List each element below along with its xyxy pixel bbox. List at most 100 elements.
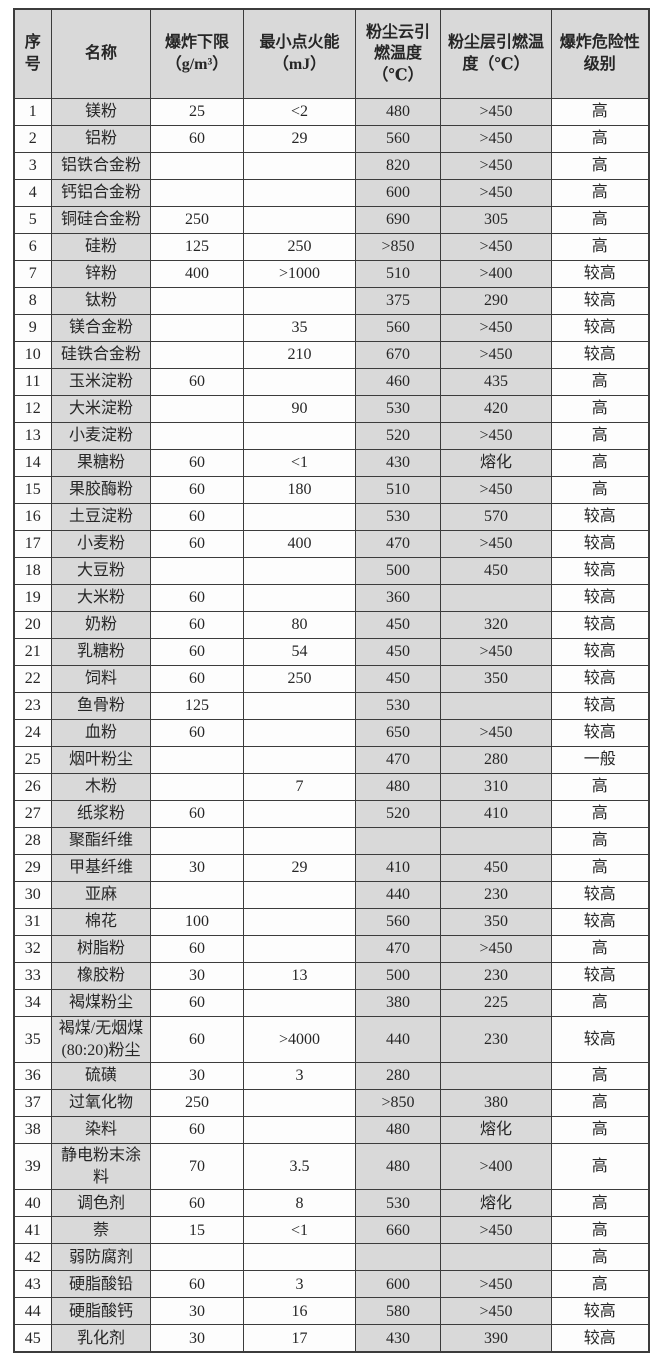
table-row: 44 硬脂酸钙 30 16 580 >450 较高	[13, 1297, 649, 1326]
cell-min-ignition-energy: <2	[243, 98, 356, 126]
table-row: 10 硅铁合金粉 210 670 >450 较高	[13, 341, 649, 369]
cell-explosion-risk-level: 高	[551, 773, 649, 801]
cell-serial-number: 32	[13, 935, 52, 963]
cell-name: 大豆粉	[51, 557, 151, 585]
cell-name: 染料	[51, 1116, 151, 1145]
table-row: 30 亚麻 440 230 较高	[13, 881, 649, 909]
table-row: 32 树脂粉 60 470 >450 高	[13, 935, 649, 963]
cell-dust-layer-ignition-temp: >450	[440, 314, 552, 342]
table-row: 39 静电粉末涂料 70 3.5 480 >400 高	[13, 1143, 649, 1191]
cell-min-ignition-energy: 3	[243, 1270, 356, 1299]
cell-explosion-lower-limit: 60	[150, 719, 244, 747]
cell-name: 硬脂酸钙	[51, 1297, 151, 1326]
cell-dust-cloud-ignition-temp: 660	[355, 1216, 441, 1245]
cell-serial-number: 21	[13, 638, 52, 666]
cell-dust-layer-ignition-temp: 350	[440, 908, 552, 936]
cell-explosion-risk-level: 一般	[551, 746, 649, 774]
cell-dust-layer-ignition-temp: 225	[440, 989, 552, 1017]
cell-explosion-lower-limit	[150, 341, 244, 369]
cell-min-ignition-energy: 7	[243, 773, 356, 801]
cell-explosion-risk-level: 较高	[551, 1297, 649, 1326]
cell-serial-number: 5	[13, 206, 52, 234]
cell-min-ignition-energy: 54	[243, 638, 356, 666]
header-explosion-lower-limit: 爆炸下限（g/m³）	[150, 8, 244, 99]
cell-name: 烟叶粉尘	[51, 746, 151, 774]
cell-explosion-lower-limit: 60	[150, 1015, 244, 1064]
cell-serial-number: 39	[13, 1143, 52, 1191]
cell-name: 果糖粉	[51, 449, 151, 477]
cell-explosion-risk-level: 较高	[551, 692, 649, 720]
cell-min-ignition-energy	[243, 719, 356, 747]
cell-dust-layer-ignition-temp: 380	[440, 1089, 552, 1118]
cell-serial-number: 3	[13, 152, 52, 180]
cell-min-ignition-energy: 210	[243, 341, 356, 369]
cell-explosion-risk-level: 高	[551, 854, 649, 882]
table-row: 37 过氧化物 250 >850 380 高	[13, 1089, 649, 1118]
cell-dust-cloud-ignition-temp: >850	[355, 233, 441, 261]
cell-name: 过氧化物	[51, 1089, 151, 1118]
cell-explosion-lower-limit: 60	[150, 1270, 244, 1299]
cell-min-ignition-energy	[243, 908, 356, 936]
cell-explosion-risk-level: 高	[551, 449, 649, 477]
table-row: 42 弱防腐剂 高	[13, 1243, 649, 1272]
cell-min-ignition-energy	[243, 503, 356, 531]
cell-serial-number: 41	[13, 1216, 52, 1245]
cell-dust-cloud-ignition-temp: 460	[355, 368, 441, 396]
cell-dust-cloud-ignition-temp: 650	[355, 719, 441, 747]
cell-dust-layer-ignition-temp: >450	[440, 233, 552, 261]
cell-name: 硅粉	[51, 233, 151, 261]
cell-explosion-lower-limit	[150, 179, 244, 207]
cell-explosion-risk-level: 高	[551, 1116, 649, 1145]
cell-explosion-lower-limit	[150, 395, 244, 423]
cell-explosion-risk-level: 高	[551, 827, 649, 855]
cell-explosion-risk-level: 高	[551, 395, 649, 423]
cell-dust-cloud-ignition-temp: 530	[355, 1189, 441, 1218]
cell-dust-layer-ignition-temp	[440, 1243, 552, 1272]
table-row: 19 大米粉 60 360 较高	[13, 584, 649, 612]
cell-min-ignition-energy: 90	[243, 395, 356, 423]
cell-serial-number: 24	[13, 719, 52, 747]
cell-name: 硅铁合金粉	[51, 341, 151, 369]
table-row: 13 小麦淀粉 520 >450 高	[13, 422, 649, 450]
cell-min-ignition-energy: 16	[243, 1297, 356, 1326]
cell-name: 钙铝合金粉	[51, 179, 151, 207]
cell-min-ignition-energy: 8	[243, 1189, 356, 1218]
cell-dust-layer-ignition-temp: 350	[440, 665, 552, 693]
cell-name: 镁合金粉	[51, 314, 151, 342]
table-body: 1 镁粉 25 <2 480 >450 高 2 铝粉 60 29 560 >450 高 3 铝铁合金粉 820 >…	[13, 98, 649, 1353]
cell-serial-number: 17	[13, 530, 52, 558]
cell-name: 奶粉	[51, 611, 151, 639]
cell-explosion-lower-limit: 250	[150, 206, 244, 234]
cell-explosion-risk-level: 较高	[551, 557, 649, 585]
cell-min-ignition-energy: 17	[243, 1324, 356, 1353]
cell-name: 橡胶粉	[51, 962, 151, 990]
cell-serial-number: 33	[13, 962, 52, 990]
cell-serial-number: 42	[13, 1243, 52, 1272]
cell-explosion-lower-limit: 60	[150, 530, 244, 558]
cell-explosion-risk-level: 较高	[551, 638, 649, 666]
cell-dust-layer-ignition-temp: >450	[440, 341, 552, 369]
cell-explosion-risk-level: 高	[551, 125, 649, 153]
header-dust-cloud-ignition-temp: 粉尘云引燃温度（℃）	[355, 8, 441, 99]
cell-dust-cloud-ignition-temp: 530	[355, 503, 441, 531]
cell-dust-layer-ignition-temp: 305	[440, 206, 552, 234]
cell-explosion-lower-limit	[150, 152, 244, 180]
cell-dust-cloud-ignition-temp: 500	[355, 962, 441, 990]
cell-min-ignition-energy: 80	[243, 611, 356, 639]
cell-dust-cloud-ignition-temp: 530	[355, 692, 441, 720]
table-row: 45 乳化剂 30 17 430 390 较高	[13, 1324, 649, 1353]
cell-dust-layer-ignition-temp: 570	[440, 503, 552, 531]
cell-dust-layer-ignition-temp	[440, 692, 552, 720]
cell-explosion-risk-level: 较高	[551, 260, 649, 288]
cell-dust-cloud-ignition-temp: 480	[355, 773, 441, 801]
cell-dust-cloud-ignition-temp	[355, 827, 441, 855]
cell-dust-cloud-ignition-temp: 530	[355, 395, 441, 423]
cell-dust-layer-ignition-temp: 450	[440, 557, 552, 585]
cell-dust-cloud-ignition-temp: 510	[355, 260, 441, 288]
cell-min-ignition-energy	[243, 206, 356, 234]
cell-name: 血粉	[51, 719, 151, 747]
cell-serial-number: 30	[13, 881, 52, 909]
cell-name: 镁粉	[51, 98, 151, 126]
cell-dust-cloud-ignition-temp: 520	[355, 422, 441, 450]
cell-min-ignition-energy: 29	[243, 125, 356, 153]
